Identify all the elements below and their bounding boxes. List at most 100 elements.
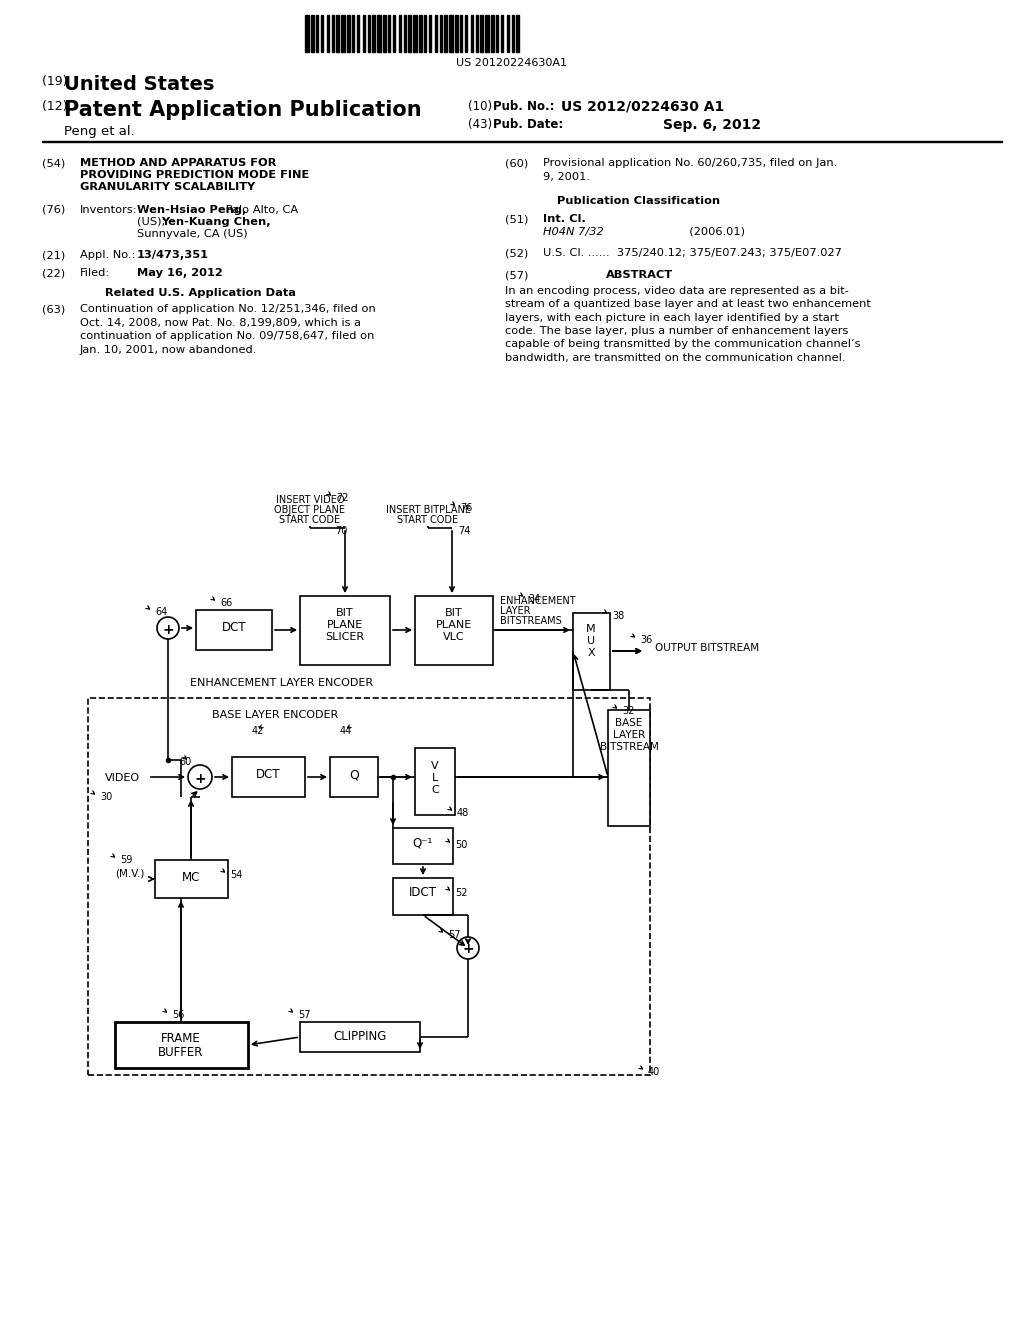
- Bar: [419, 15, 422, 51]
- Bar: [501, 15, 503, 51]
- Text: 13/473,351: 13/473,351: [137, 249, 209, 260]
- Bar: [347, 15, 350, 51]
- Text: Peng et al.: Peng et al.: [63, 125, 135, 139]
- Bar: [429, 15, 431, 51]
- Text: US 20120224630A1: US 20120224630A1: [457, 58, 567, 69]
- Text: 64: 64: [155, 607, 167, 616]
- Text: Q⁻¹: Q⁻¹: [413, 836, 433, 849]
- Text: 34: 34: [528, 594, 541, 605]
- Text: 38: 38: [612, 611, 625, 620]
- Text: 70: 70: [335, 525, 347, 536]
- Text: LAYER: LAYER: [500, 606, 530, 616]
- Text: ENHANCEMENT LAYER ENCODER: ENHANCEMENT LAYER ENCODER: [190, 678, 373, 688]
- Bar: [377, 15, 381, 51]
- Bar: [300, 1022, 420, 1052]
- Text: May 16, 2012: May 16, 2012: [137, 268, 223, 279]
- Bar: [155, 861, 228, 898]
- Text: DCT: DCT: [256, 768, 281, 781]
- Bar: [383, 15, 386, 51]
- Text: 48: 48: [457, 808, 469, 818]
- Text: INSERT BITPLANE: INSERT BITPLANE: [385, 506, 470, 515]
- Text: Continuation of application No. 12/251,346, filed on
Oct. 14, 2008, now Pat. No.: Continuation of application No. 12/251,3…: [80, 304, 376, 355]
- Text: M: M: [586, 624, 596, 634]
- Text: BASE: BASE: [615, 718, 643, 729]
- Text: (76): (76): [42, 205, 66, 215]
- Text: Wen-Hsiao Peng,: Wen-Hsiao Peng,: [137, 205, 247, 215]
- Text: 74: 74: [458, 525, 470, 536]
- Bar: [476, 15, 478, 51]
- Text: Yen-Kuang Chen,: Yen-Kuang Chen,: [161, 216, 270, 227]
- Text: GRANULARITY SCALABILITY: GRANULARITY SCALABILITY: [80, 182, 255, 191]
- Text: IDCT: IDCT: [409, 886, 437, 899]
- Bar: [404, 15, 406, 51]
- Text: Related U.S. Application Data: Related U.S. Application Data: [105, 288, 296, 298]
- Text: 60: 60: [180, 756, 193, 767]
- Text: (M.V.): (M.V.): [115, 869, 144, 878]
- Bar: [311, 15, 314, 51]
- Bar: [490, 15, 494, 51]
- Text: OBJECT PLANE: OBJECT PLANE: [274, 506, 345, 515]
- Text: 30: 30: [100, 792, 113, 803]
- Bar: [362, 15, 365, 51]
- Bar: [440, 15, 442, 51]
- Text: ENHANCEMENT: ENHANCEMENT: [500, 597, 575, 606]
- Bar: [368, 15, 370, 51]
- Text: Provisional application No. 60/260,735, filed on Jan.
9, 2001.: Provisional application No. 60/260,735, …: [543, 158, 838, 182]
- Text: BITSTREAMS: BITSTREAMS: [500, 616, 562, 626]
- Bar: [424, 15, 426, 51]
- Bar: [471, 15, 473, 51]
- Text: INSERT VIDEO: INSERT VIDEO: [275, 495, 344, 506]
- Text: 50: 50: [455, 840, 467, 850]
- Text: PROVIDING PREDICTION MODE FINE: PROVIDING PREDICTION MODE FINE: [80, 170, 309, 180]
- Text: (54): (54): [42, 158, 66, 168]
- Bar: [330, 756, 378, 797]
- Text: Pub. Date:: Pub. Date:: [493, 117, 563, 131]
- Text: PLANE: PLANE: [327, 620, 364, 630]
- Text: 40: 40: [648, 1067, 660, 1077]
- Text: Sunnyvale, CA (US): Sunnyvale, CA (US): [137, 228, 248, 239]
- Text: SLICER: SLICER: [326, 632, 365, 642]
- Bar: [300, 597, 390, 665]
- Text: Filed:: Filed:: [80, 268, 111, 279]
- Text: (60): (60): [505, 158, 528, 168]
- Text: +: +: [195, 772, 206, 785]
- Text: (19): (19): [42, 75, 72, 88]
- Bar: [88, 698, 650, 1074]
- Text: 44: 44: [340, 726, 352, 737]
- Text: Sep. 6, 2012: Sep. 6, 2012: [663, 117, 761, 132]
- Text: (10): (10): [468, 100, 496, 114]
- Bar: [516, 15, 519, 51]
- Bar: [388, 15, 390, 51]
- Text: +: +: [162, 623, 174, 638]
- Bar: [332, 15, 334, 51]
- Text: (51): (51): [505, 214, 528, 224]
- Bar: [305, 15, 309, 51]
- Text: L: L: [432, 774, 438, 783]
- Bar: [415, 748, 455, 814]
- Text: Publication Classification: Publication Classification: [557, 195, 721, 206]
- Text: Q: Q: [349, 768, 359, 781]
- Text: Int. Cl.: Int. Cl.: [543, 214, 586, 224]
- Bar: [413, 15, 417, 51]
- Text: START CODE: START CODE: [397, 515, 459, 525]
- Bar: [372, 15, 375, 51]
- Bar: [512, 15, 514, 51]
- Bar: [115, 1022, 248, 1068]
- Circle shape: [457, 937, 479, 960]
- Text: (US);: (US);: [137, 216, 169, 227]
- Text: METHOD AND APPARATUS FOR: METHOD AND APPARATUS FOR: [80, 158, 276, 168]
- Text: H04N 7/32: H04N 7/32: [543, 227, 604, 238]
- Text: 42: 42: [252, 726, 264, 737]
- Text: BIT: BIT: [445, 609, 463, 618]
- Text: BITSTREAM: BITSTREAM: [600, 742, 658, 752]
- Text: (22): (22): [42, 268, 66, 279]
- Circle shape: [188, 766, 212, 789]
- Bar: [321, 15, 323, 51]
- Text: FRAME: FRAME: [161, 1032, 201, 1045]
- Text: BIT: BIT: [336, 609, 354, 618]
- Text: (43): (43): [468, 117, 496, 131]
- Text: VIDEO: VIDEO: [105, 774, 140, 783]
- Bar: [357, 15, 359, 51]
- Text: U: U: [587, 636, 595, 645]
- Text: (12): (12): [42, 100, 72, 114]
